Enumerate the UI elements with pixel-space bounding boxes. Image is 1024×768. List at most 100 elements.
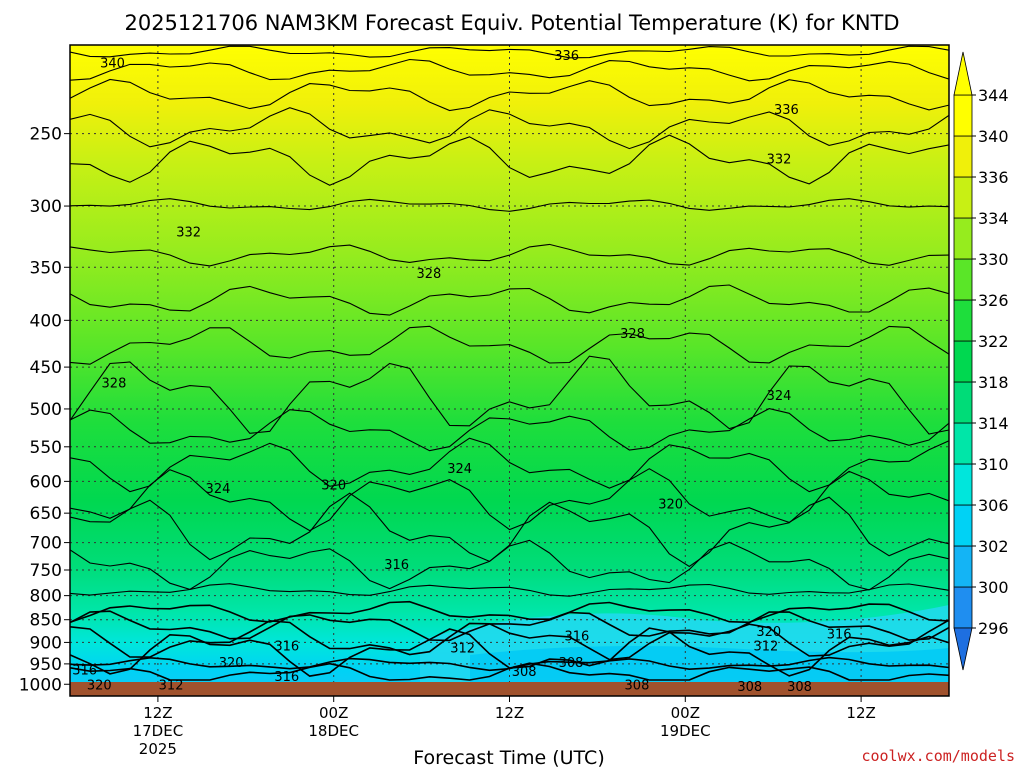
y-tick-label: 850 [30,611,62,631]
colorbar-label: 314 [978,414,1009,433]
y-tick-label: 550 [30,438,62,458]
y-tick-label: 450 [30,358,62,378]
colorbar-segment [953,381,973,424]
colorbar-segment [953,340,973,383]
isentrope-contour [70,134,949,186]
x-tick-label: 17DEC [133,722,184,740]
x-tick-label: 18DEC [308,722,359,740]
y-tick-label: 750 [30,561,62,581]
x-tick-label: 19DEC [660,722,711,740]
colorbar-label: 322 [978,332,1009,351]
contour-label: 312 [450,642,475,657]
contour-label: 320 [756,625,781,640]
contour-label: 316 [827,627,852,642]
contour-label: 324 [447,462,472,477]
x-tick-label: 12Z [846,704,875,722]
x-axis-label: Forecast Time (UTC) [413,747,604,768]
surface-terrain [70,682,949,696]
colorbar: 296 300 302 306 310 314 318 322 326 330 334 336 340 3… [953,51,1009,671]
contour-label: 320 [321,479,346,494]
isentrope-contour [70,355,949,435]
x-tick-label: 00Z [671,704,700,722]
colorbar-segment [953,504,973,547]
isentrope-contour [70,437,949,493]
isentrope-contour [70,45,949,59]
contour-label: 332 [176,226,201,241]
colorbar-label: 310 [978,455,1009,474]
y-tick-label: 350 [30,258,62,278]
y-tick-label: 700 [30,534,62,554]
colorbar-segment [953,217,973,260]
colorbar-segment [953,422,973,465]
contour-label: 332 [767,152,792,167]
y-tick-label: 600 [30,472,62,492]
contour-label: 328 [620,327,645,342]
contour-label: 336 [554,49,579,64]
y-tick-label: 400 [30,311,62,331]
y-tick-label: 800 [30,587,62,607]
isentrope-contour [70,58,949,82]
contour-label: 320 [87,678,112,693]
y-tick-label: 300 [30,197,62,217]
isentrope-contour [70,107,949,150]
isentrope-contour [70,539,949,591]
isentrope-contour [70,468,949,532]
colorbar-label: 336 [978,168,1009,187]
contour-label: 328 [417,267,442,282]
isentrope-contour [70,78,949,112]
colorbar-segment [953,258,973,301]
contour-label: 324 [206,482,231,497]
colorbar-segment [953,299,973,342]
contour-label: 308 [787,680,812,695]
isentrope-contour [70,583,949,597]
y-tick-label: 650 [30,504,62,524]
colorbar-label: 340 [978,127,1009,146]
colorbar-segment [953,176,973,219]
colorbar-segment [953,135,973,178]
y-tick-label: 250 [30,125,62,145]
watermark: coolwx.com/models [861,747,1015,765]
x-tick-label: 12Z [495,704,524,722]
contour-label: 336 [774,103,799,118]
colorbar-label: 318 [978,373,1009,392]
colorbar-segment [953,94,973,137]
contour-label: 316 [274,639,299,654]
contour-label: 308 [625,678,650,693]
colorbar-segment [953,463,973,506]
y-tick-label: 500 [30,400,62,420]
colorbar-segment [953,586,973,629]
contour-label: 308 [737,680,762,695]
isentrope-contour [70,662,949,681]
isentrope-contour [70,325,949,365]
x-tick-label: 12Z [143,704,172,722]
colorbar-max-arrow [953,51,973,96]
colorbar-segment [953,545,973,588]
y-tick-label: 900 [30,633,62,653]
isentrope-contour [70,610,949,642]
isentrope-contour [70,284,949,316]
x-tick-label: 2025 [139,740,177,758]
colorbar-label: 326 [978,291,1009,310]
contour-label: 340 [100,56,125,71]
colorbar-label: 296 [978,619,1009,638]
isentrope-contour [70,408,949,452]
colorbar-label: 334 [978,209,1009,228]
contour-label: 316 [274,670,299,685]
contour-label: 308 [559,656,584,671]
contour-label: 316 [384,558,409,573]
contour-label: 308 [512,665,537,680]
contour-label: 324 [767,389,792,404]
colorbar-label: 330 [978,250,1009,269]
colorbar-min-arrow [953,627,973,671]
contour-label: 312 [159,678,184,693]
contour-label: 320 [658,497,683,512]
isentrope-contour [70,243,949,267]
contour-label: 316 [564,630,589,645]
x-tick-label: 00Z [319,704,348,722]
colorbar-label: 300 [978,578,1009,597]
colorbar-label: 344 [978,86,1009,105]
colorbar-label: 306 [978,496,1009,515]
